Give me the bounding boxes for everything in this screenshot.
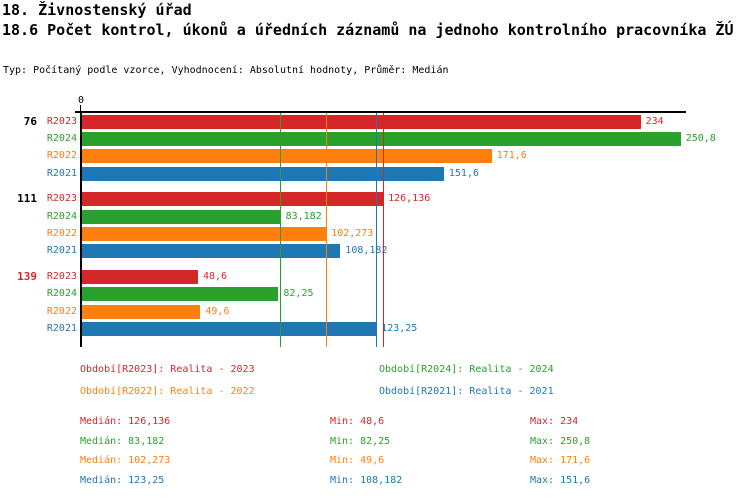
series-row-label: R2024: [46, 133, 77, 145]
bar-value-label: 234: [645, 115, 664, 127]
series-row-label: R2022: [46, 305, 77, 317]
series-row-label: R2022: [46, 150, 77, 162]
series-row-label: R2024: [46, 210, 77, 222]
bar-R2023-139: [82, 270, 198, 285]
series-row-label: R2021: [46, 245, 77, 257]
bar-R2021-139: [82, 322, 377, 337]
stat-min-R2021: Min: 108,182: [330, 475, 403, 487]
chart-title: 18.6 Počet kontrol, úkonů a úředních záz…: [2, 21, 734, 39]
bar-value-label: 83,182: [285, 210, 322, 222]
chart-meta-line: Typ: Počítaný podle vzorce, Vyhodnocení:…: [3, 65, 449, 76]
bar-R2021-111: [82, 244, 341, 259]
bar-value-label: 48,6: [203, 271, 228, 283]
series-row-label: R2021: [46, 167, 77, 179]
stat-min-R2023: Min: 48,6: [330, 416, 385, 427]
median-line-R2021: [375, 113, 377, 347]
group-label-111: 111: [17, 192, 37, 206]
bar-R2023-76: [82, 114, 641, 129]
bar-R2022-111: [82, 227, 327, 242]
stat-median-R2023: Medián: 126,136: [80, 416, 171, 427]
legend-item-R2021: Období[R2021]: Realita - 2021: [379, 386, 554, 397]
bar-value-label: 108,182: [345, 245, 388, 257]
stat-max-R2024: Max: 250,8: [530, 435, 591, 447]
x-axis-zero-label: 0: [77, 95, 85, 106]
page-title: 18. Živnostenský úřad: [2, 1, 192, 19]
series-row-label: R2021: [46, 323, 77, 335]
legend-item-R2022: Období[R2022]: Realita - 2022: [80, 386, 255, 397]
series-row-label: R2022: [46, 228, 77, 240]
bar-value-label: 82,25: [283, 288, 314, 300]
bar-value-label: 49,6: [205, 305, 230, 317]
bar-value-label: 123,25: [381, 323, 418, 335]
bar-value-label: 171,6: [496, 150, 527, 162]
bar-R2024-76: [82, 132, 681, 147]
stat-max-R2021: Max: 151,6: [530, 475, 591, 487]
stat-median-R2022: Medián: 102,273: [80, 455, 171, 467]
group-label-76: 76: [23, 114, 37, 128]
median-line-R2022: [325, 113, 327, 347]
bar-value-label: 102,273: [331, 228, 374, 240]
median-line-R2023: [382, 113, 384, 347]
x-axis-line: [75, 111, 686, 113]
series-row-label: R2023: [46, 115, 77, 127]
x-axis-zero-tick: [80, 105, 81, 112]
stat-min-R2024: Min: 82,25: [330, 435, 391, 447]
bar-R2021-76: [82, 166, 444, 181]
stat-median-R2021: Medián: 123,25: [80, 475, 165, 487]
series-row-label: R2023: [46, 193, 77, 205]
bar-R2024-139: [82, 287, 279, 302]
legend-item-R2023: Období[R2023]: Realita - 2023: [80, 364, 255, 375]
y-axis-line: [80, 111, 82, 347]
bar-R2022-76: [82, 149, 492, 164]
bar-R2023-111: [82, 192, 384, 207]
stat-median-R2024: Medián: 83,182: [80, 435, 165, 447]
median-line-R2024: [280, 113, 282, 347]
series-row-label: R2023: [46, 271, 77, 283]
stat-max-R2022: Max: 171,6: [530, 455, 591, 467]
bar-value-label: 151,6: [448, 167, 479, 179]
series-row-label: R2024: [46, 288, 77, 300]
stat-min-R2022: Min: 49,6: [330, 455, 385, 467]
legend-item-R2024: Období[R2024]: Realita - 2024: [379, 364, 554, 375]
bar-R2022-139: [82, 304, 201, 319]
stat-max-R2023: Max: 234: [530, 416, 579, 427]
group-label-139: 139: [17, 270, 37, 284]
bar-value-label: 126,136: [388, 193, 431, 205]
bar-value-label: 250,8: [685, 133, 716, 145]
bar-R2024-111: [82, 209, 281, 224]
